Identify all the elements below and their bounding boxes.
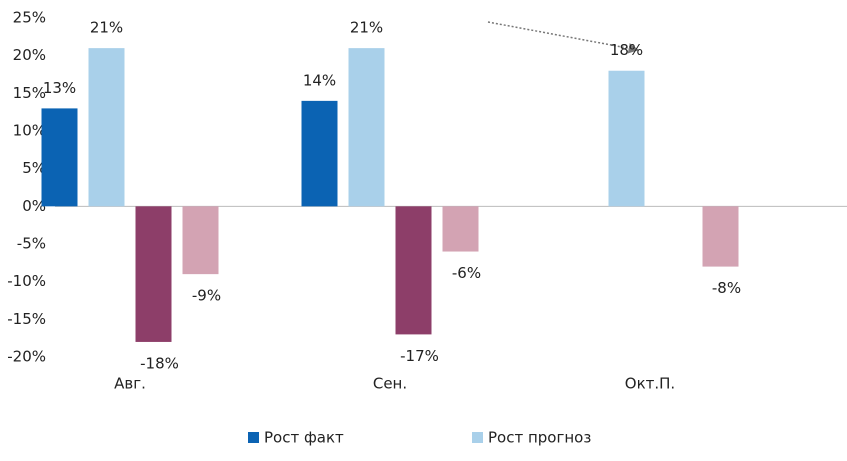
bar	[301, 100, 338, 207]
y-tick-label: 10%	[13, 122, 46, 140]
bar	[442, 206, 479, 252]
legend-swatch	[248, 432, 259, 443]
data-label: 21%	[90, 19, 123, 37]
data-label: 13%	[43, 79, 76, 97]
bar	[135, 206, 172, 342]
x-tick-label: Сен.	[373, 375, 407, 393]
data-label: -9%	[192, 287, 221, 305]
y-tick-label: -10%	[7, 272, 46, 290]
bar	[608, 70, 645, 207]
data-label: -17%	[400, 347, 439, 365]
bar	[182, 206, 219, 275]
y-tick-label: 0%	[22, 197, 46, 215]
y-tick-label: 15%	[13, 84, 46, 102]
trend-arrow	[487, 21, 640, 54]
data-label: -18%	[140, 354, 179, 372]
legend-label: Рост факт	[264, 429, 344, 447]
bar	[395, 206, 432, 335]
y-tick-label: -15%	[7, 310, 46, 328]
legend-label: Рост прогноз	[488, 429, 591, 447]
bar	[702, 206, 739, 267]
y-tick-label: 5%	[22, 159, 46, 177]
legend-swatch	[472, 432, 483, 443]
bar	[41, 108, 78, 207]
data-label: -6%	[452, 264, 481, 282]
y-tick-label: 25%	[13, 9, 46, 27]
y-tick-label: -20%	[7, 348, 46, 366]
y-tick-label: 20%	[13, 46, 46, 64]
x-tick-label: Окт.П.	[625, 375, 675, 393]
data-label: 18%	[610, 41, 643, 59]
bar	[348, 48, 385, 207]
y-tick-label: -5%	[17, 235, 46, 253]
data-label: -8%	[712, 279, 741, 297]
data-label: 14%	[303, 71, 336, 89]
bar	[88, 48, 125, 207]
x-tick-label: Авг.	[114, 375, 146, 393]
data-label: 21%	[350, 19, 383, 37]
